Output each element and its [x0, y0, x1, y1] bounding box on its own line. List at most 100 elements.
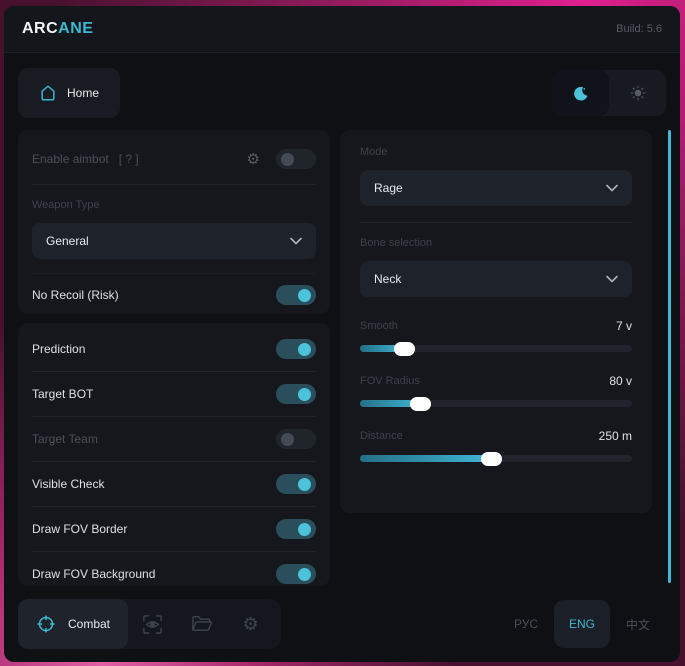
draw-fov-border-label: Draw FOV Border: [32, 522, 128, 536]
bone-selection-select[interactable]: Neck: [360, 261, 632, 297]
lang-rus-button[interactable]: РУС: [513, 617, 539, 631]
toggle-row-draw-fov-background: Draw FOV Background: [32, 552, 316, 586]
enable-aimbot-toggle[interactable]: [276, 149, 316, 169]
fov-radius-slider-knob[interactable]: [409, 396, 431, 411]
tab-visuals[interactable]: [128, 599, 177, 649]
mode-label: Mode: [360, 146, 388, 158]
draw-fov-background-label: Draw FOV Background: [32, 567, 156, 581]
draw-fov-border-toggle[interactable]: [276, 519, 316, 539]
toggle-knob: [298, 477, 311, 491]
lang-zh-button[interactable]: 中文: [625, 617, 650, 632]
bone-selection-label: Bone selection: [360, 237, 433, 249]
divider: [32, 506, 316, 507]
esp-eye-icon: [142, 614, 163, 635]
divider: [360, 222, 632, 223]
mode-value: Rage: [374, 181, 403, 195]
smooth-value: 7 v: [615, 319, 632, 333]
footer-bar: Combat ⚙: [18, 598, 666, 650]
chevron-down-icon: [606, 275, 618, 283]
toggle-knob: [298, 288, 311, 302]
fov-radius-slider-group: FOV Radius 80 v: [360, 374, 632, 411]
moon-icon: [572, 85, 589, 102]
divider: [32, 416, 316, 417]
home-icon: [39, 84, 57, 102]
weapon-type-value: General: [46, 234, 89, 248]
target-team-label: Target Team: [32, 432, 98, 446]
enable-aimbot-row: Enable aimbot [ ? ] ⚙: [32, 146, 316, 172]
toggle-row-target-team: Target Team: [32, 417, 316, 461]
visible-check-toggle[interactable]: [276, 474, 316, 494]
distance-slider-group: Distance 250 m: [360, 429, 632, 466]
footer-tabs: Combat ⚙: [18, 599, 282, 649]
toggle-knob: [298, 342, 311, 356]
distance-label: Distance: [360, 430, 403, 442]
sun-icon: [630, 85, 646, 101]
distance-slider-knob[interactable]: [480, 451, 502, 466]
smooth-slider-knob[interactable]: [393, 341, 415, 356]
target-bot-label: Target BOT: [32, 387, 94, 401]
fov-radius-value: 80 v: [609, 374, 632, 388]
prediction-toggle[interactable]: [276, 339, 316, 359]
no-recoil-label: No Recoil (Risk): [32, 288, 119, 302]
mode-card: Mode Rage Bone selection Neck: [340, 130, 652, 513]
divider: [32, 273, 316, 274]
smooth-slider[interactable]: [360, 341, 632, 356]
crosshair-icon: [36, 614, 56, 634]
no-recoil-toggle[interactable]: [276, 285, 316, 305]
target-team-toggle[interactable]: [276, 429, 316, 449]
toggle-knob: [298, 387, 311, 401]
chevron-down-icon: [606, 184, 618, 192]
toggles-card: Prediction Target BOT Target Team Visibl…: [18, 323, 330, 586]
settings-gear-icon: ⚙: [242, 614, 259, 634]
aimbot-settings-gear-icon[interactable]: ⚙: [246, 150, 260, 168]
light-theme-button[interactable]: [609, 70, 666, 116]
prediction-label: Prediction: [32, 342, 86, 356]
scrollbar[interactable]: [668, 130, 671, 583]
theme-switch: [552, 70, 666, 116]
home-label: Home: [66, 86, 99, 100]
weapon-type-select[interactable]: General: [32, 223, 316, 259]
toggle-knob: [281, 432, 294, 446]
build-version: Build: 5.6: [616, 23, 662, 35]
weapon-type-label: Weapon Type: [32, 199, 100, 211]
help-hint[interactable]: [ ? ]: [118, 152, 139, 166]
content-area: Enable aimbot [ ? ] ⚙ Weapon Type Genera…: [18, 130, 652, 586]
left-column: Enable aimbot [ ? ] ⚙ Weapon Type Genera…: [18, 130, 330, 586]
brand-prefix: ARC: [22, 20, 59, 37]
folder-icon: [191, 615, 213, 633]
draw-fov-background-toggle[interactable]: [276, 564, 316, 584]
language-switcher: РУС ENG 中文: [498, 600, 666, 648]
slider-fill: [360, 341, 415, 356]
lang-eng-button[interactable]: ENG: [554, 600, 610, 648]
combat-label: Combat: [68, 617, 111, 631]
aimbot-card: Enable aimbot [ ? ] ⚙ Weapon Type Genera…: [18, 130, 330, 314]
dark-theme-button[interactable]: [552, 70, 609, 116]
home-button[interactable]: Home: [18, 68, 120, 118]
toggle-row-prediction: Prediction: [32, 327, 316, 371]
fov-radius-slider[interactable]: [360, 396, 632, 411]
target-bot-toggle[interactable]: [276, 384, 316, 404]
mode-select[interactable]: Rage: [360, 170, 632, 206]
toggle-row-visible-check: Visible Check: [32, 462, 316, 506]
toggle-row-target-bot: Target BOT: [32, 372, 316, 416]
distance-value: 250 m: [598, 429, 632, 443]
title-bar: ARCANE Build: 5.6: [4, 6, 680, 53]
toggle-row-draw-fov-border: Draw FOV Border: [32, 507, 316, 551]
enable-aimbot-label: Enable aimbot: [32, 152, 109, 166]
app-logo: ARCANE: [22, 20, 93, 38]
smooth-slider-group: Smooth 7 v: [360, 319, 632, 356]
divider: [32, 461, 316, 462]
brand-accent: ANE: [58, 20, 94, 37]
visible-check-label: Visible Check: [32, 477, 105, 491]
slider-fill: [360, 451, 502, 466]
tab-configs[interactable]: [177, 599, 226, 649]
tab-combat[interactable]: Combat: [18, 599, 129, 649]
divider: [32, 371, 316, 372]
right-column: Mode Rage Bone selection Neck: [340, 130, 652, 586]
smooth-label: Smooth: [360, 320, 398, 332]
nav-row: Home: [18, 68, 666, 118]
divider: [32, 551, 316, 552]
distance-slider[interactable]: [360, 451, 632, 466]
slider-fill: [360, 396, 431, 411]
tab-settings[interactable]: ⚙: [226, 599, 275, 649]
